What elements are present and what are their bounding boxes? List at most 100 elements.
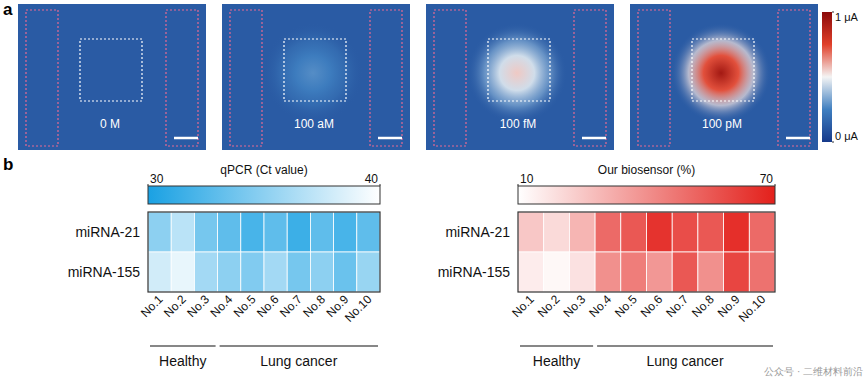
- column-label: No.6: [638, 292, 666, 320]
- heatmap-cell: [595, 252, 621, 292]
- heatmap-cell: [171, 252, 194, 292]
- group-label: Lung cancer: [260, 353, 337, 369]
- image-background: [18, 4, 206, 150]
- group-label: Healthy: [159, 353, 206, 369]
- column-label: No.3: [184, 292, 212, 320]
- colorbar-tick-label: 0 μA: [835, 130, 859, 142]
- row-label: miRNA-155: [438, 264, 511, 280]
- heatmap-cell: [148, 212, 171, 252]
- panel-letter: b: [3, 155, 13, 174]
- colorbar: [822, 12, 832, 142]
- heatmap-cell: [749, 252, 775, 292]
- heatmap-cell: [672, 252, 698, 292]
- electrode-outline: [26, 10, 58, 146]
- electrode-outline: [574, 10, 606, 146]
- heatmap-cell: [724, 252, 750, 292]
- image-plot: [426, 4, 614, 150]
- current-spot: [263, 23, 363, 123]
- image-plot: [630, 4, 818, 150]
- heatmap-cells: [148, 212, 380, 292]
- image-background: [630, 4, 818, 150]
- heatmap-cell: [357, 252, 380, 292]
- heatmap-cell: [569, 252, 595, 292]
- scale-bar: [786, 137, 810, 140]
- column-label: No.10: [736, 292, 769, 325]
- figure-svg: a0 M100 aM100 fM100 pM0 μA1 μAbqPCR (Ct …: [0, 0, 867, 378]
- heatmap-cell: [148, 252, 171, 292]
- electrode-outline: [166, 10, 198, 146]
- heatmap-cell: [194, 212, 217, 252]
- heatmap-cell: [218, 212, 241, 252]
- heatmap-cell: [310, 252, 333, 292]
- watermark: 公众号 · 二维材料前沿: [764, 366, 863, 377]
- group-bracket: [150, 345, 216, 346]
- heatmap-cell: [241, 252, 264, 292]
- heatmap-cell: [357, 212, 380, 252]
- image-panel: 100 pM: [630, 4, 818, 150]
- heatmap-cell: [544, 252, 570, 292]
- group-bracket: [597, 345, 773, 346]
- figure: a0 M100 aM100 fM100 pM0 μA1 μAbqPCR (Ct …: [0, 0, 867, 378]
- group-bracket: [520, 345, 593, 346]
- column-label: No.4: [586, 292, 614, 320]
- heatmap-cell: [310, 212, 333, 252]
- colorbar-tick-label: 70: [760, 172, 774, 186]
- column-label: No.7: [277, 292, 305, 320]
- heatmap-cell: [544, 212, 570, 252]
- column-label: No.2: [535, 292, 563, 320]
- colorbar-tick-label: 40: [365, 172, 379, 186]
- colorbar-tick: [518, 184, 519, 186]
- row-label: miRNA-155: [68, 264, 141, 280]
- scale-bar: [582, 137, 606, 140]
- image-panel: 100 aM: [222, 4, 410, 150]
- colorbar-tick: [832, 12, 834, 13]
- heatmap-cell: [264, 252, 287, 292]
- column-label: No.1: [509, 292, 537, 320]
- heatmap-cell: [518, 252, 544, 292]
- heatmap-cell: [698, 212, 724, 252]
- colorbar-title: Our biosensor (%): [598, 163, 695, 177]
- heatmap-cell: [171, 212, 194, 252]
- heatmap-cell: [287, 252, 310, 292]
- heatmap-cell: [334, 212, 357, 252]
- concentration-label: 100 pM: [702, 117, 742, 131]
- colorbar-tick: [832, 142, 834, 143]
- column-label: No.7: [663, 292, 691, 320]
- row-label: miRNA-21: [445, 224, 510, 240]
- heatmap-frame: [148, 212, 380, 292]
- colorbar-tick: [148, 184, 149, 186]
- colorbar: [518, 186, 775, 204]
- colorbar-title: qPCR (Ct value): [220, 163, 307, 177]
- group-bracket: [220, 345, 378, 346]
- column-label: No.1: [138, 292, 166, 320]
- column-label: No.10: [342, 292, 375, 325]
- column-label: No.3: [561, 292, 589, 320]
- current-spot: [671, 23, 771, 123]
- image-background: [222, 4, 410, 150]
- colorbar-tick: [380, 184, 381, 186]
- column-label: No.8: [689, 292, 717, 320]
- row-label: miRNA-21: [75, 224, 140, 240]
- column-label: No.5: [612, 292, 640, 320]
- group-label: Lung cancer: [647, 353, 724, 369]
- scale-bar: [378, 137, 402, 140]
- colorbar-tick-label: 10: [520, 172, 534, 186]
- colorbar-tick-label: 30: [150, 172, 164, 186]
- colorbar-tick: [775, 184, 776, 186]
- heatmap-cell: [621, 212, 647, 252]
- electrode-outline: [434, 10, 466, 146]
- electrode-outline: [778, 10, 810, 146]
- concentration-label: 100 fM: [500, 117, 537, 131]
- panel-letter: a: [3, 0, 13, 19]
- image-panel: 0 M: [18, 4, 206, 150]
- group-label: Healthy: [533, 353, 580, 369]
- heatmap-cell: [749, 212, 775, 252]
- current-spot: [467, 23, 567, 123]
- heatmap-cell: [241, 212, 264, 252]
- electrode-outline: [230, 10, 262, 146]
- heatmap-cell: [621, 252, 647, 292]
- channel-outline: [284, 39, 346, 101]
- heatmap-cell: [287, 212, 310, 252]
- heatmap-cell: [672, 212, 698, 252]
- current-spot: [59, 23, 159, 123]
